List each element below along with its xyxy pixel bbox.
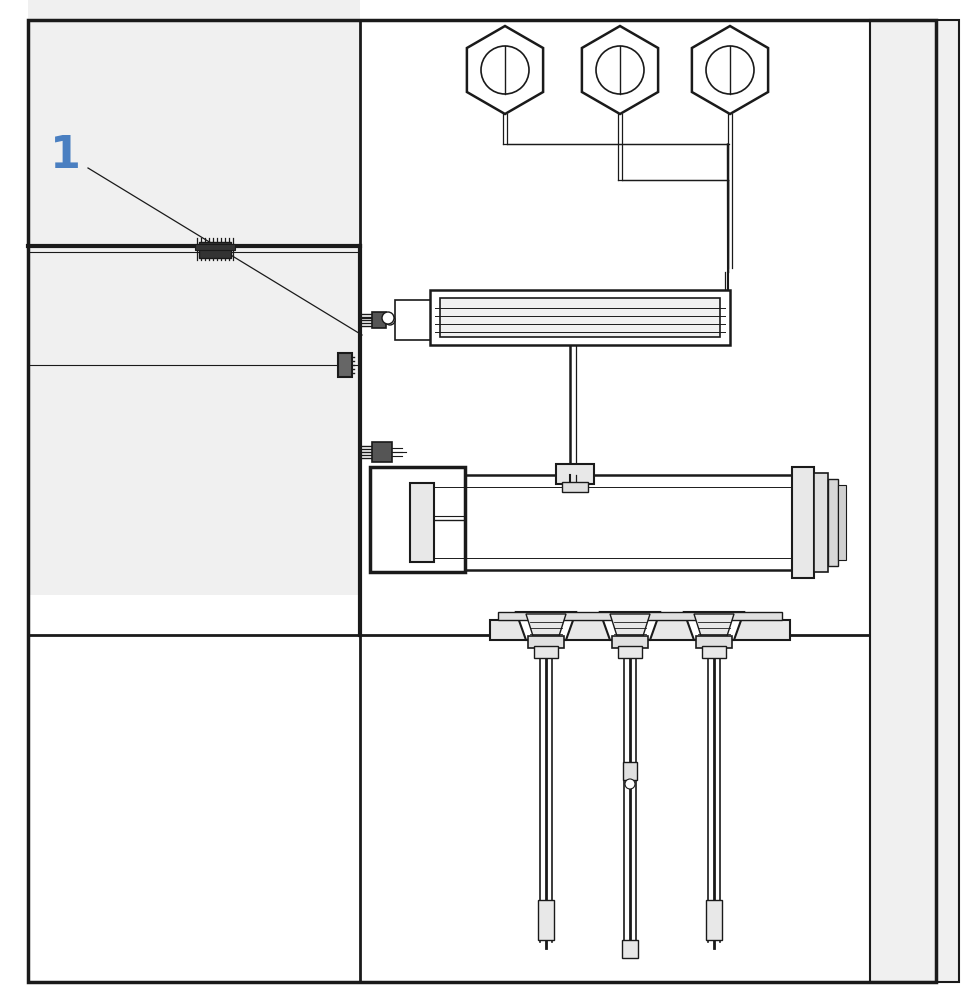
Circle shape: [625, 779, 635, 789]
Polygon shape: [684, 612, 744, 640]
Bar: [702, 646, 726, 658]
Bar: [195, 244, 235, 250]
Bar: [410, 483, 434, 562]
Circle shape: [382, 312, 394, 324]
Polygon shape: [691, 26, 768, 114]
Bar: [556, 464, 594, 484]
Polygon shape: [694, 614, 734, 636]
Bar: [430, 290, 730, 345]
Bar: [372, 442, 392, 462]
Polygon shape: [600, 612, 660, 640]
Bar: [199, 242, 231, 258]
Bar: [792, 467, 814, 578]
Bar: [490, 620, 790, 640]
Polygon shape: [582, 26, 658, 114]
Circle shape: [596, 46, 644, 94]
Circle shape: [481, 46, 529, 94]
Bar: [395, 300, 445, 340]
Bar: [623, 762, 637, 780]
Bar: [870, 20, 959, 982]
Bar: [498, 612, 782, 620]
Bar: [528, 636, 564, 648]
Bar: [338, 353, 352, 377]
Bar: [28, 0, 360, 595]
Bar: [622, 940, 638, 958]
Bar: [370, 467, 465, 572]
Polygon shape: [467, 26, 543, 114]
Bar: [814, 473, 828, 572]
Bar: [618, 646, 642, 658]
Bar: [706, 900, 722, 940]
Bar: [440, 298, 720, 337]
Bar: [432, 475, 792, 570]
Bar: [838, 485, 846, 560]
Bar: [562, 482, 588, 492]
Polygon shape: [526, 614, 566, 636]
Bar: [538, 900, 554, 940]
Bar: [828, 479, 838, 566]
Polygon shape: [610, 614, 650, 636]
Text: 1: 1: [50, 133, 81, 176]
Polygon shape: [516, 612, 576, 640]
Circle shape: [385, 315, 395, 325]
Bar: [696, 636, 732, 648]
Bar: [534, 646, 558, 658]
Bar: [612, 636, 648, 648]
Bar: [372, 312, 386, 328]
Circle shape: [706, 46, 754, 94]
